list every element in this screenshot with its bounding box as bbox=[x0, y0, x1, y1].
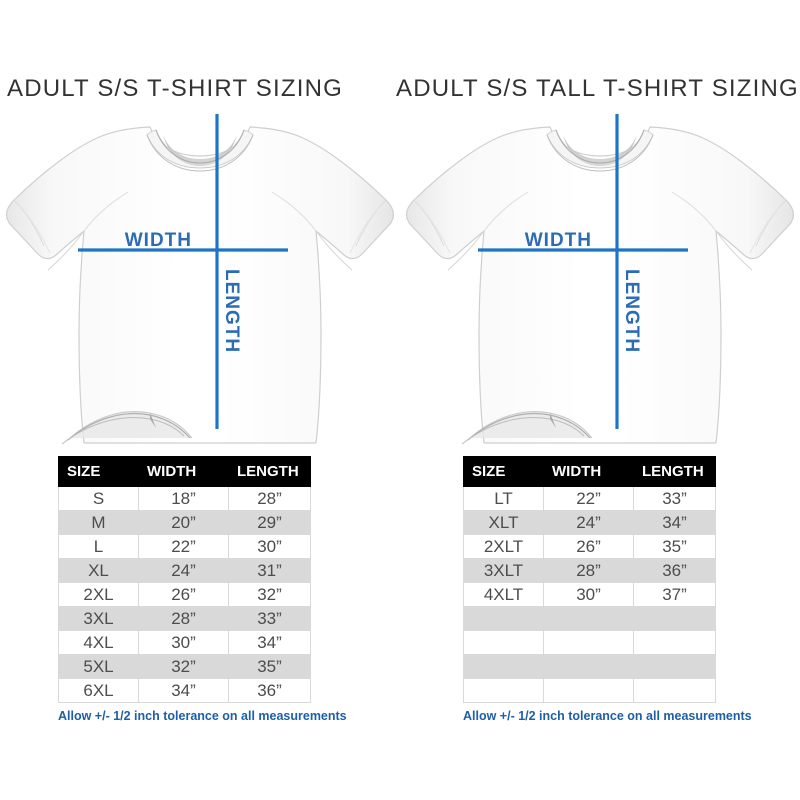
svg-text:WIDTH: WIDTH bbox=[525, 230, 592, 251]
svg-text:LENGTH: LENGTH bbox=[221, 269, 242, 353]
svg-text:WIDTH: WIDTH bbox=[125, 230, 192, 251]
svg-text:LENGTH: LENGTH bbox=[621, 269, 642, 353]
